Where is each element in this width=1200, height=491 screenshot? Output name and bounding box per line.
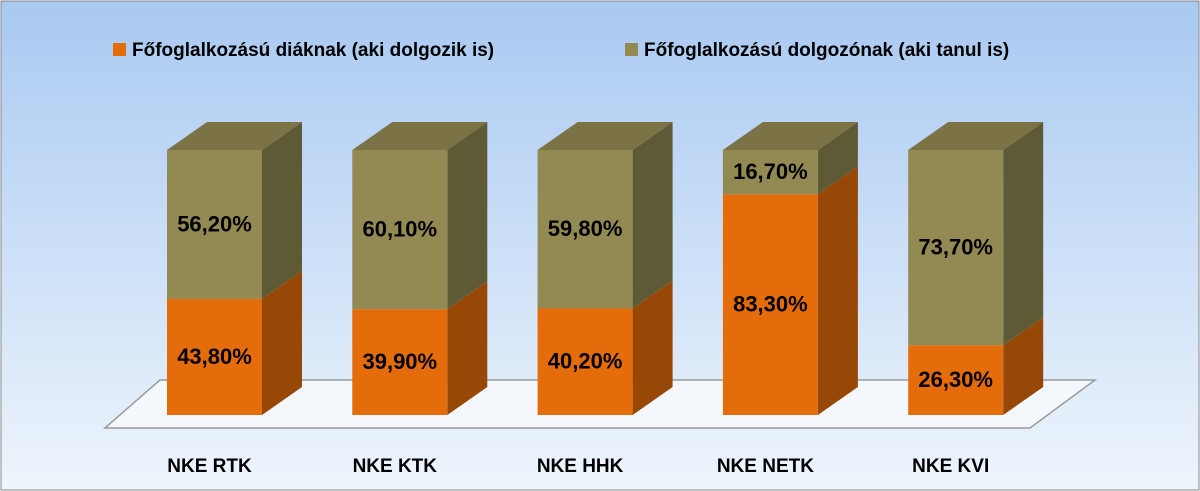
value-label: 73,70% [918, 234, 993, 259]
bar-side [817, 166, 858, 415]
bar [908, 150, 1004, 346]
bar-side [632, 280, 673, 415]
x-tick-label: NKE RTK [167, 456, 252, 477]
x-tick-label: NKE KVI [912, 456, 989, 477]
x-tick-label: NKE HHK [537, 456, 624, 477]
bar [167, 298, 262, 415]
bar [722, 150, 818, 195]
value-label: 40,20% [548, 349, 623, 374]
bar-side [262, 270, 302, 415]
bar [352, 309, 448, 415]
bar-side [1003, 122, 1044, 346]
legend-label: Főfoglalkozású dolgozónak (aki tanul is) [644, 40, 1009, 61]
value-label: 43,80% [177, 344, 252, 369]
value-label: 60,10% [362, 216, 437, 241]
bar-side [447, 122, 488, 310]
x-tick-label: NKE NETK [717, 456, 814, 477]
bar-top [352, 122, 488, 150]
legend-swatch [625, 43, 638, 56]
bar-top [908, 122, 1044, 150]
bar [352, 150, 448, 310]
bar-top [167, 122, 302, 150]
bar [167, 150, 262, 299]
bar [537, 150, 633, 309]
value-label: 83,30% [733, 291, 808, 316]
value-label: 16,70% [733, 159, 808, 184]
value-label: 59,80% [548, 216, 623, 241]
bar-top [537, 122, 673, 150]
x-tick-label: NKE KTK [353, 456, 438, 477]
bar-side [262, 122, 302, 299]
bar [722, 194, 818, 415]
bar-side [1003, 317, 1044, 415]
legend-swatch [113, 43, 126, 56]
bar-side [817, 122, 858, 195]
bar [537, 308, 633, 415]
value-label: 26,30% [918, 367, 993, 392]
bar [908, 345, 1004, 415]
value-label: 56,20% [177, 211, 252, 236]
value-label: 39,90% [362, 349, 437, 374]
bar-side [447, 281, 488, 415]
legend-label: Főfoglalkozású diáknak (aki dolgozik is) [132, 40, 494, 61]
bar-side [632, 122, 673, 309]
bar-top [722, 122, 858, 150]
